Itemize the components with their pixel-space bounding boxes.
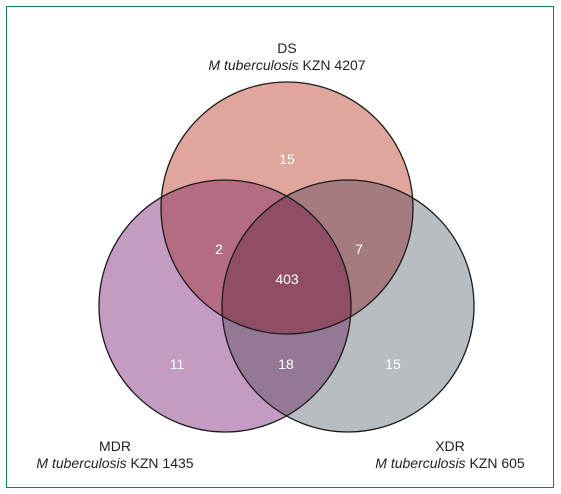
count-ds-mdr: 2 — [215, 241, 223, 257]
mdr-organism: M tuberculosis — [36, 455, 127, 471]
ds-outline — [160, 81, 414, 335]
count-ds-xdr: 7 — [355, 241, 363, 257]
figure-frame-bottom — [6, 487, 554, 488]
xdr-label: XDR M tuberculosis KZN 605 — [355, 438, 545, 472]
count-ds-only: 15 — [279, 151, 295, 167]
ds-label: DS M tuberculosis KZN 4207 — [187, 40, 387, 74]
mdr-label: MDR M tuberculosis KZN 1435 — [20, 438, 210, 472]
ds-set-name: DS — [277, 40, 297, 56]
mdr-outline — [98, 179, 352, 433]
count-mdr-only: 11 — [170, 356, 185, 372]
xdr-strain: KZN 605 — [469, 455, 525, 471]
ds-organism: M tuberculosis — [208, 57, 299, 73]
xdr-organism: M tuberculosis — [375, 455, 466, 471]
xdr-outline — [221, 179, 475, 433]
all-three-overlap — [222, 180, 351, 334]
mdr-set-strain: M tuberculosis KZN 1435 — [20, 455, 210, 472]
xdr-set-strain: M tuberculosis KZN 605 — [355, 455, 545, 472]
count-all: 403 — [275, 271, 299, 287]
mdr-set-name: MDR — [99, 438, 131, 454]
xdr-set-name: XDR — [435, 438, 465, 454]
mdr-strain: KZN 1435 — [130, 455, 194, 471]
ds-set-strain: M tuberculosis KZN 4207 — [187, 57, 387, 74]
ds-strain: KZN 4207 — [302, 57, 366, 73]
count-mdr-xdr: 18 — [278, 356, 294, 372]
count-xdr-only: 15 — [385, 356, 401, 372]
